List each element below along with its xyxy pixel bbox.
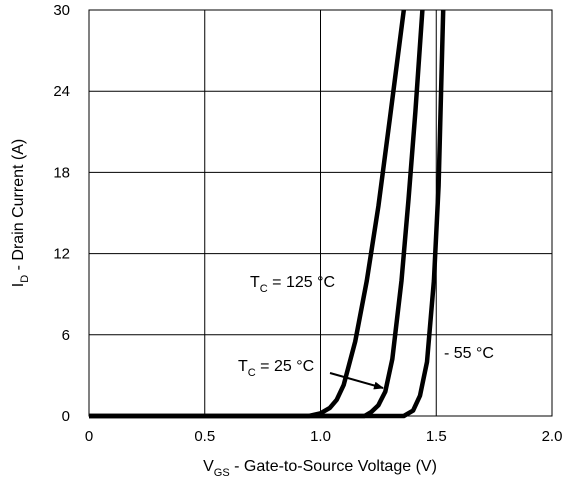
x-tick-label: 2.0: [542, 428, 563, 445]
annotation-tc-125: TC = 125 °C: [250, 274, 335, 295]
y-tick-label: 24: [53, 83, 70, 100]
y-tick-label: 6: [62, 327, 70, 344]
grid: [88, 9, 553, 417]
x-tick-label: 1.5: [426, 428, 447, 445]
y-tick-label: 12: [53, 246, 70, 263]
x-axis-title: VGS - Gate-to-Source Voltage (V): [203, 458, 437, 479]
annotation-arrow: [329, 372, 384, 390]
y-tick-label: 30: [53, 2, 70, 19]
x-tick-label: 0.5: [194, 428, 215, 445]
y-axis-title: ID - Drain Current (A): [10, 139, 31, 287]
x-tick-label: 1.0: [310, 428, 331, 445]
series-group: [89, 9, 446, 419]
y-tick-label: 0: [62, 408, 70, 425]
y-tick-label: 18: [53, 164, 70, 181]
annotation-tc-25: TC = 25 °C: [238, 358, 314, 379]
annotation-minus-55: - 55 °C: [444, 345, 494, 362]
series-line-2: [89, 9, 446, 419]
x-tick-labels: 0 0.5 1.0 1.5 2.0: [85, 428, 563, 445]
x-tick-label: 0: [85, 428, 93, 445]
y-tick-labels: 0 6 12 18 24 30: [53, 2, 70, 425]
